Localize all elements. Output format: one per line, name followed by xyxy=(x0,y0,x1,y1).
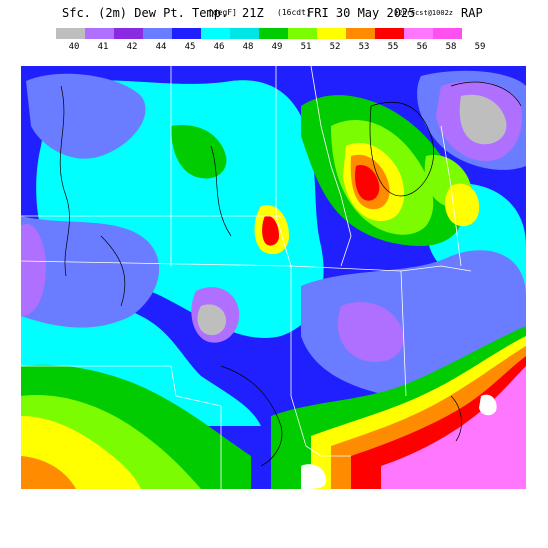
region-white-southeast xyxy=(479,394,497,416)
boundary-line xyxy=(21,365,222,407)
legend-swatch xyxy=(230,28,259,39)
region-periwinkle-nw xyxy=(26,73,146,159)
region-purple-west xyxy=(21,224,46,316)
region-gray-center xyxy=(197,304,226,336)
boundary-line xyxy=(305,445,351,457)
model-name: RAP xyxy=(461,6,483,20)
boundary-line xyxy=(310,66,352,267)
chart-header: Sfc. (2m) Dew Pt. Temp. [degF] 21Z (16cd… xyxy=(0,0,548,22)
outline-path xyxy=(59,85,70,277)
legend-tick-label: 44 xyxy=(155,42,167,52)
legend-swatch xyxy=(288,28,317,39)
region-orange-southwest xyxy=(21,456,76,489)
topo-outlines xyxy=(59,81,522,467)
legend-tick-label: 41 xyxy=(97,42,109,52)
legend-swatch xyxy=(433,28,462,39)
legend-swatch xyxy=(317,28,346,39)
region-periwinkle-west xyxy=(21,216,160,328)
legend-tick-label: 52 xyxy=(329,42,341,52)
legend-tick-label: 46 xyxy=(213,42,225,52)
dewpoint-field xyxy=(21,66,526,489)
outline-path xyxy=(220,365,283,467)
legend-swatch xyxy=(259,28,288,39)
legend-tick-label: 53 xyxy=(358,42,370,52)
outline-path xyxy=(369,102,434,197)
region-pink-southeast xyxy=(381,366,526,489)
legend-swatch xyxy=(201,28,230,39)
region-red-west xyxy=(262,215,279,246)
legend-tick-label: 51 xyxy=(300,42,312,52)
outline-path xyxy=(450,395,462,442)
legend-swatch xyxy=(143,28,172,39)
region-yellow-east xyxy=(445,183,480,227)
boundary-line xyxy=(21,260,292,267)
legend-tick-label: 49 xyxy=(271,42,283,52)
legend-swatch xyxy=(404,28,433,39)
legend-tick-label: 56 xyxy=(416,42,428,52)
unit-label: [degF] xyxy=(208,8,237,17)
legend-tick-label: 40 xyxy=(68,42,80,52)
legend-tick-label: 59 xyxy=(474,42,486,52)
legend-swatch xyxy=(346,28,375,39)
legend-swatch xyxy=(56,28,85,39)
legend-tick-label: 42 xyxy=(126,42,138,52)
state-boundaries xyxy=(21,66,472,489)
outline-path xyxy=(100,235,126,307)
region-white-south xyxy=(301,464,326,489)
legend-tick-label: 58 xyxy=(445,42,457,52)
valid-date: FRI 30 May 2025 xyxy=(307,6,416,20)
color-legend: 40 41 42 44 45 46 48 49 51 52 53 55 56 58 59 xyxy=(56,28,506,58)
forecast-hour: 12hrFcst@1002z xyxy=(394,9,454,17)
legend-swatch xyxy=(85,28,114,39)
outline-path xyxy=(450,81,522,107)
region-gray-ne xyxy=(459,94,507,145)
legend-swatch xyxy=(172,28,201,39)
legend-swatch xyxy=(375,28,404,39)
region-purple-south xyxy=(337,302,404,362)
boundary-line xyxy=(400,265,472,272)
local-time: (16cdt) xyxy=(277,8,311,17)
legend-tick-label: 48 xyxy=(242,42,254,52)
region-red-north xyxy=(355,165,380,201)
valid-time: 21Z xyxy=(242,6,264,20)
boundary-line xyxy=(440,125,462,267)
legend-swatch xyxy=(114,28,143,39)
legend-tick-label: 45 xyxy=(184,42,196,52)
region-green-midwest xyxy=(171,125,227,179)
outline-path xyxy=(210,145,232,237)
legend-tick-label: 55 xyxy=(387,42,399,52)
chart-title: Sfc. (2m) Dew Pt. Temp. xyxy=(62,6,229,20)
dewpoint-map xyxy=(21,66,526,489)
